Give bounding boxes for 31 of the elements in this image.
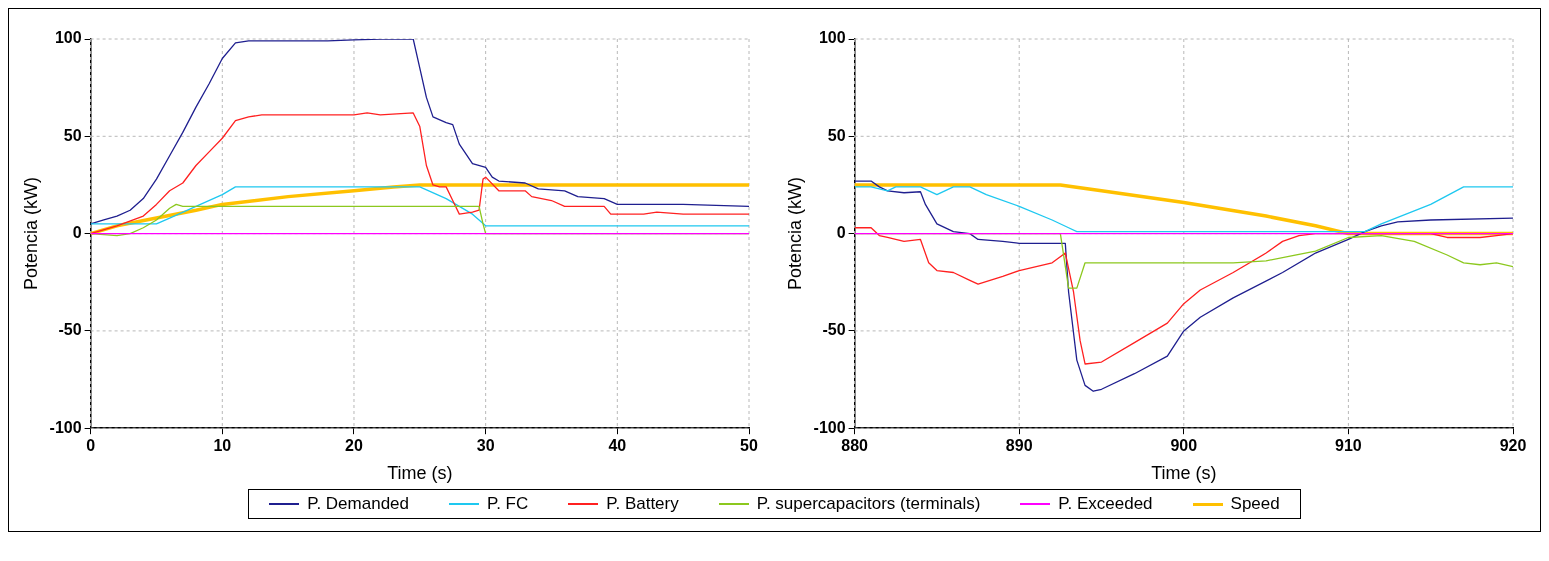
x-tick-label: 910 — [1335, 437, 1362, 455]
x-axis-title: Time (s) — [387, 463, 453, 484]
x-axis-title: Time (s) — [1151, 463, 1217, 484]
x-tick-label: 40 — [608, 437, 627, 455]
x-tick-label: 0 — [86, 437, 96, 455]
y-axis-title: Potencia (kW) — [784, 177, 805, 291]
y-tick-label: 100 — [818, 29, 846, 47]
y-tick-label: 0 — [836, 224, 846, 242]
x-tick-label: 900 — [1170, 437, 1198, 455]
y-tick-label: 0 — [72, 224, 82, 242]
legend-label: P. supercapacitors (terminals) — [756, 494, 981, 514]
legend-label: P. Demanded — [307, 494, 410, 514]
x-tick-label: 30 — [476, 437, 495, 455]
legend-label: Speed — [1230, 494, 1280, 514]
y-tick-label: 50 — [63, 126, 82, 144]
y-tick-label: -50 — [822, 321, 846, 339]
x-tick-label: 20 — [345, 437, 363, 455]
y-tick-label: 100 — [54, 29, 82, 47]
x-tick-label: 50 — [740, 437, 758, 455]
y-tick-label: -100 — [813, 418, 846, 436]
y-tick-label: -50 — [58, 321, 82, 339]
legend-label: P. Exceeded — [1058, 494, 1153, 514]
legend-label: P. Battery — [606, 494, 679, 514]
x-tick-label: 920 — [1499, 437, 1527, 455]
x-tick-label: 10 — [213, 437, 232, 455]
y-axis-title: Potencia (kW) — [20, 177, 41, 291]
y-tick-label: -100 — [49, 418, 82, 436]
x-tick-label: 880 — [841, 437, 869, 455]
x-tick-label: 890 — [1005, 437, 1033, 455]
legend-label: P. FC — [487, 494, 529, 514]
y-tick-label: 50 — [827, 126, 846, 144]
